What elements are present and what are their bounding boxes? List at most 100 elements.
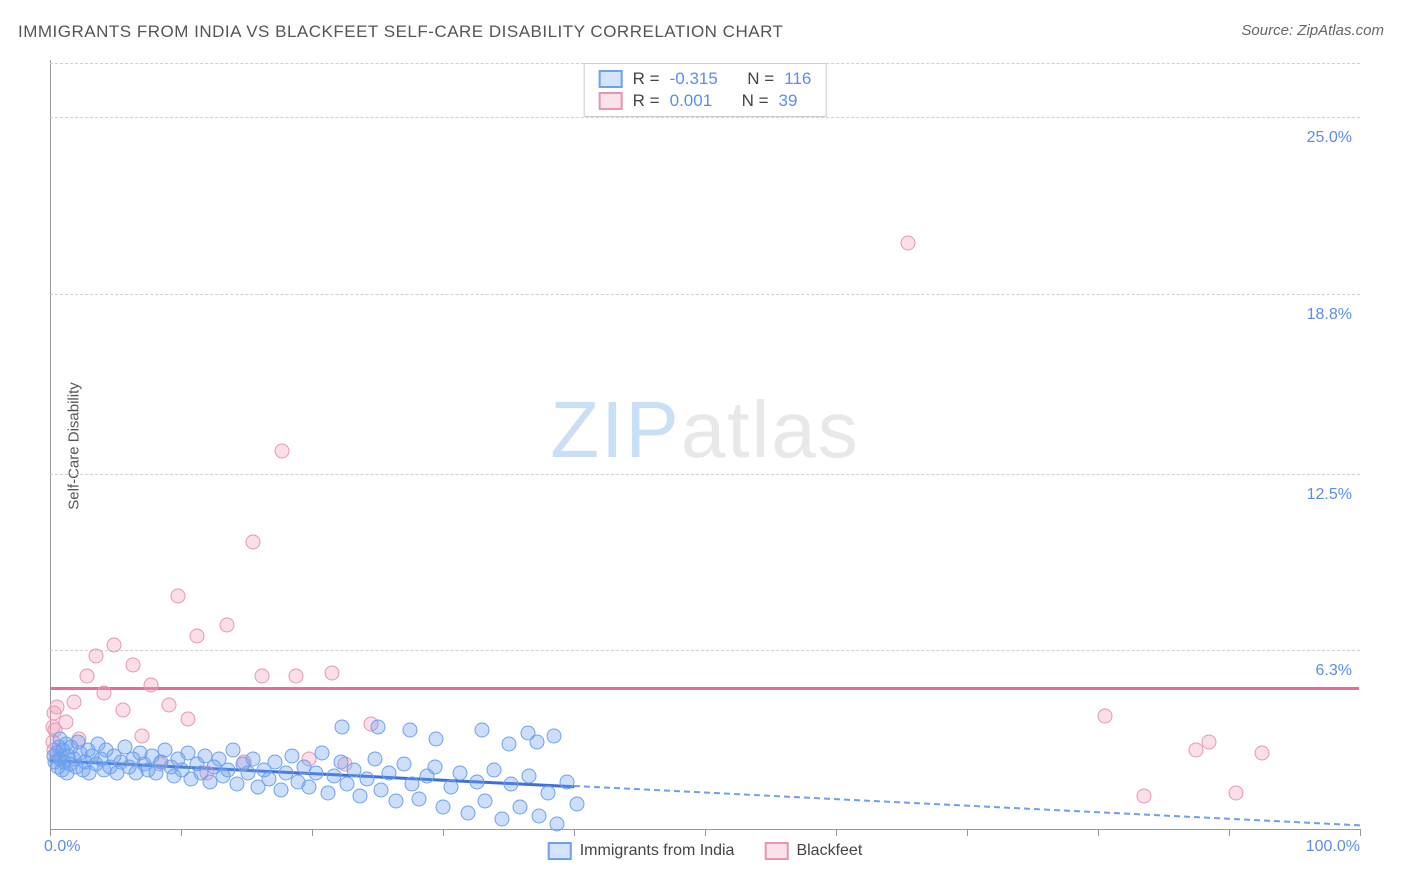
scatter-point-pink: [1254, 746, 1269, 761]
scatter-point-blue: [569, 797, 584, 812]
scatter-point-blue: [403, 723, 418, 738]
x-minor-tick: [574, 829, 575, 836]
scatter-point-pink: [107, 637, 122, 652]
scatter-point-blue: [494, 811, 509, 826]
chart-container: IMMIGRANTS FROM INDIA VS BLACKFEET SELF-…: [0, 0, 1406, 892]
scatter-point-blue: [396, 757, 411, 772]
y-tick-label: 12.5%: [1307, 486, 1352, 504]
r-value-blue: -0.315: [670, 69, 718, 89]
scatter-point-blue: [477, 794, 492, 809]
scatter-point-blue: [531, 808, 546, 823]
scatter-point-pink: [1202, 734, 1217, 749]
scatter-point-blue: [460, 805, 475, 820]
scatter-point-blue: [501, 737, 516, 752]
scatter-point-pink: [143, 677, 158, 692]
n-value-blue: 116: [784, 69, 811, 89]
scatter-point-pink: [1136, 788, 1151, 803]
scatter-point-blue: [540, 785, 555, 800]
scatter-point-pink: [58, 714, 73, 729]
gridline: [50, 474, 1360, 475]
x-minor-tick: [312, 829, 313, 836]
scatter-point-blue: [320, 785, 335, 800]
series-legend: Immigrants from India Blackfeet: [548, 842, 863, 860]
legend-item-pink: Blackfeet: [764, 842, 862, 860]
scatter-point-blue: [340, 777, 355, 792]
scatter-point-blue: [504, 777, 519, 792]
scatter-point-blue: [335, 720, 350, 735]
scatter-point-blue: [404, 777, 419, 792]
scatter-point-pink: [1228, 785, 1243, 800]
x-minor-tick: [181, 829, 182, 836]
gridline: [50, 294, 1360, 295]
scatter-point-blue: [436, 800, 451, 815]
x-tick-label: 0.0%: [44, 838, 80, 856]
x-minor-tick: [1360, 829, 1361, 836]
scatter-point-blue: [453, 765, 468, 780]
scatter-point-pink: [1097, 708, 1112, 723]
scatter-point-pink: [324, 666, 339, 681]
legend-row-pink: R = 0.001 N = 39: [599, 91, 812, 111]
scatter-point-pink: [66, 694, 81, 709]
scatter-point-blue: [273, 783, 288, 798]
scatter-point-blue: [388, 794, 403, 809]
x-tick-label: 100.0%: [1306, 838, 1360, 856]
legend-swatch-pink: [764, 842, 788, 860]
scatter-point-blue: [360, 771, 375, 786]
gridline: [50, 117, 1360, 118]
scatter-point-blue: [382, 765, 397, 780]
scatter-point-blue: [353, 788, 368, 803]
scatter-point-pink: [162, 697, 177, 712]
scatter-point-pink: [1189, 743, 1204, 758]
x-minor-tick: [443, 829, 444, 836]
scatter-point-blue: [549, 817, 564, 832]
scatter-point-blue: [429, 731, 444, 746]
source-name: ZipAtlas.com: [1297, 22, 1384, 39]
legend-swatch-blue: [599, 70, 623, 88]
n-value-pink: 39: [779, 91, 798, 111]
scatter-point-pink: [125, 657, 140, 672]
plot-area: ZIPatlas R = -0.315 N = 116 R = 0.001 N …: [50, 60, 1360, 830]
scatter-point-blue: [412, 791, 427, 806]
x-minor-tick: [967, 829, 968, 836]
x-minor-tick: [50, 829, 51, 836]
scatter-point-blue: [547, 728, 562, 743]
scatter-point-blue: [308, 765, 323, 780]
correlation-legend: R = -0.315 N = 116 R = 0.001 N = 39: [584, 63, 827, 117]
legend-swatch-pink: [599, 92, 623, 110]
watermark-prefix: ZIP: [550, 385, 680, 474]
scatter-point-pink: [134, 728, 149, 743]
scatter-point-blue: [560, 774, 575, 789]
scatter-point-pink: [255, 669, 270, 684]
scatter-point-blue: [522, 768, 537, 783]
scatter-point-pink: [189, 629, 204, 644]
scatter-point-blue: [370, 720, 385, 735]
scatter-point-blue: [261, 771, 276, 786]
scatter-point-blue: [487, 763, 502, 778]
scatter-point-pink: [901, 235, 916, 250]
legend-row-blue: R = -0.315 N = 116: [599, 69, 812, 89]
scatter-point-blue: [226, 743, 241, 758]
trend-line-pink: [51, 687, 1359, 690]
source-attribution: Source: ZipAtlas.com: [1241, 22, 1384, 39]
source-label: Source:: [1241, 22, 1297, 39]
legend-swatch-blue: [548, 842, 572, 860]
r-value-pink: 0.001: [670, 91, 713, 111]
scatter-point-blue: [315, 746, 330, 761]
r-label: R =: [633, 69, 660, 89]
scatter-point-blue: [513, 800, 528, 815]
y-tick-label: 25.0%: [1307, 129, 1352, 147]
n-label: N =: [747, 69, 774, 89]
scatter-point-pink: [289, 669, 304, 684]
scatter-point-pink: [49, 700, 64, 715]
scatter-point-pink: [79, 669, 94, 684]
scatter-point-pink: [88, 649, 103, 664]
scatter-point-blue: [470, 774, 485, 789]
legend-label-blue: Immigrants from India: [580, 842, 735, 860]
scatter-point-pink: [219, 617, 234, 632]
gridline: [50, 650, 1360, 651]
scatter-point-blue: [530, 734, 545, 749]
x-minor-tick: [1229, 829, 1230, 836]
watermark-suffix: atlas: [681, 385, 860, 474]
scatter-point-pink: [116, 703, 131, 718]
x-minor-tick: [1098, 829, 1099, 836]
